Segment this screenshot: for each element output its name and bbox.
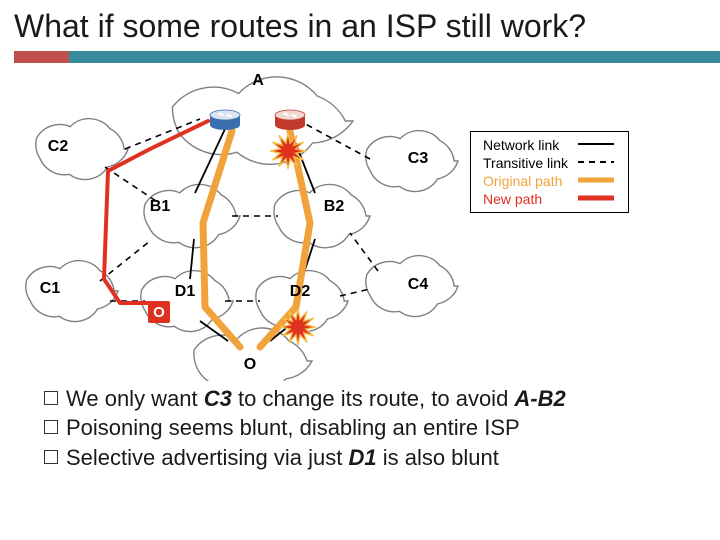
transitive-link bbox=[340, 289, 370, 296]
cloud-B2 bbox=[274, 184, 370, 247]
bullet-item: Selective advertising via just D1 is als… bbox=[44, 444, 690, 472]
bullet-box-icon bbox=[44, 391, 58, 405]
cloud-label: B2 bbox=[324, 198, 345, 215]
origin-badge: O bbox=[148, 303, 170, 323]
router-A-left bbox=[210, 110, 240, 120]
cloud-label: C4 bbox=[408, 276, 429, 293]
cloud-label: C1 bbox=[40, 280, 61, 297]
transitive-link bbox=[350, 233, 378, 271]
legend-swatch bbox=[572, 154, 620, 172]
transitive-link bbox=[100, 241, 150, 281]
cloud-label: D1 bbox=[175, 283, 196, 300]
legend-label: Transitive link bbox=[479, 154, 572, 172]
router-A-right bbox=[275, 110, 305, 120]
bullet-item: Poisoning seems blunt, disabling an enti… bbox=[44, 414, 690, 442]
bullet-item: We only want C3 to change its route, to … bbox=[44, 385, 690, 413]
cloud-label: D2 bbox=[290, 283, 311, 300]
legend-label: Original path bbox=[479, 172, 572, 190]
bullet-text: We only want C3 to change its route, to … bbox=[66, 385, 566, 413]
legend-label: Network link bbox=[479, 136, 572, 154]
title-rule bbox=[0, 51, 720, 63]
bullet-list: We only want C3 to change its route, to … bbox=[0, 381, 720, 472]
cloud-label: C2 bbox=[48, 138, 69, 155]
legend-label: New path bbox=[479, 190, 572, 208]
cloud-B1 bbox=[144, 184, 240, 247]
legend-swatch bbox=[572, 172, 620, 190]
bullet-box-icon bbox=[44, 420, 58, 434]
bullet-box-icon bbox=[44, 450, 58, 464]
cloud-label: C3 bbox=[408, 150, 429, 167]
bullet-text: Poisoning seems blunt, disabling an enti… bbox=[66, 414, 520, 442]
cloud-label: B1 bbox=[150, 198, 171, 215]
legend-swatch bbox=[572, 190, 620, 208]
network-diagram: A C2 C3 B1 B2 C1 D1 D2 C4 O Network linkTransitiv… bbox=[0, 71, 720, 381]
cloud-label: O bbox=[244, 356, 256, 373]
cloud-A bbox=[172, 77, 353, 164]
transitive-link bbox=[105, 167, 156, 201]
bullet-text: Selective advertising via just D1 is als… bbox=[66, 444, 499, 472]
slide-title: What if some routes in an ISP still work… bbox=[0, 0, 720, 47]
legend: Network linkTransitive linkOriginal path… bbox=[470, 131, 629, 213]
cloud-label: A bbox=[252, 72, 264, 89]
legend-swatch bbox=[572, 136, 620, 154]
